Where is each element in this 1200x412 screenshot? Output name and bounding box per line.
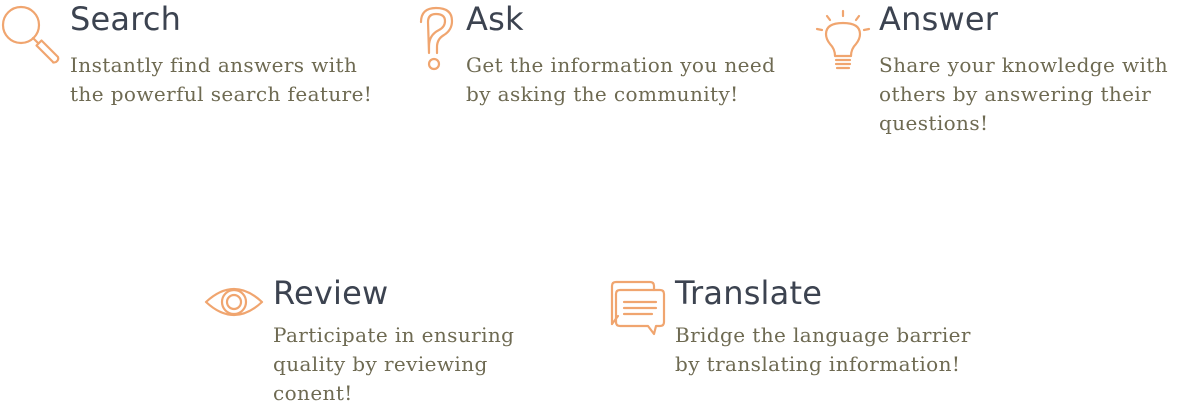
- lightbulb-icon: [814, 9, 872, 74]
- feature-review: Review Participate in ensuring quality b…: [200, 270, 600, 412]
- feature-ask: Ask Get the information you need by aski…: [400, 0, 800, 160]
- feature-title: Search: [70, 0, 182, 38]
- feature-answer: Answer Share your knowledge with others …: [810, 0, 1200, 160]
- feature-title: Review: [273, 274, 389, 312]
- feature-description: Bridge the language barrier by translati…: [675, 323, 971, 376]
- feature-description: Instantly find answers with the powerful…: [70, 53, 373, 106]
- feature-description: Get the information you need by asking t…: [466, 53, 776, 106]
- feature-title: Translate: [675, 274, 823, 312]
- feature-search: Search Instantly find answers with the p…: [0, 0, 400, 160]
- feature-title: Ask: [466, 0, 524, 38]
- eye-icon: [204, 282, 264, 322]
- feature-description: Participate in ensuring quality by revie…: [273, 323, 515, 405]
- feature-translate: Translate Bridge the language barrier by…: [600, 270, 1000, 412]
- feature-title: Answer: [879, 0, 999, 38]
- magnifier-icon: [0, 4, 62, 66]
- feature-description: Share your knowledge with others by answ…: [879, 53, 1169, 135]
- chat-bubbles-icon: [608, 280, 668, 336]
- question-mark-icon: [418, 6, 458, 72]
